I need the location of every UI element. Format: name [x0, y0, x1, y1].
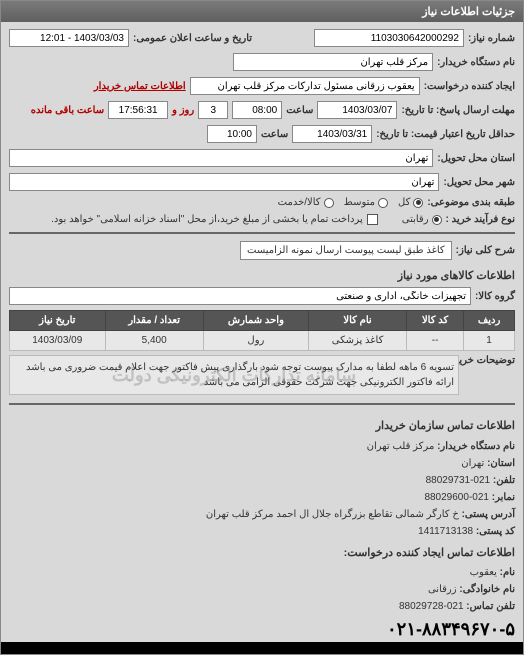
creator-contact-header: اطلاعات تماس ایجاد کننده درخواست:	[9, 544, 515, 563]
process-radio-label: رقابتی	[402, 214, 429, 225]
org-value: مرکز قلب تهران	[367, 441, 435, 452]
th-name: نام کالا	[309, 311, 407, 331]
separator-1	[9, 232, 515, 234]
family-value: زرقانی	[428, 584, 457, 595]
process-label: نوع فرآیند خرید :	[446, 214, 515, 225]
td-date: 1403/03/09	[10, 331, 106, 351]
validity-date-input[interactable]	[292, 125, 372, 143]
separator-2	[9, 403, 515, 405]
td-name: کاغذ پزشکی	[309, 331, 407, 351]
province-input[interactable]	[9, 149, 433, 167]
buyer-contact-link[interactable]: اطلاعات تماس خریدار	[94, 81, 186, 92]
buyer-label: نام دستگاه خریدار:	[437, 57, 515, 68]
name-value: یعقوب	[470, 567, 497, 578]
summary-box: کاغذ طبق لیست پیوست ارسال نمونه الزامیست	[240, 241, 452, 260]
cat-medium-label: متوسط	[344, 197, 375, 208]
days-remaining-input	[198, 101, 228, 119]
response-date-input[interactable]	[317, 101, 397, 119]
time-remaining-label: ساعت باقی مانده	[31, 105, 104, 116]
td-qty: 5,400	[105, 331, 203, 351]
ctel-value: 021-88029728	[399, 601, 464, 612]
post-label: کد پستی:	[476, 526, 515, 537]
buyer-input[interactable]	[233, 53, 433, 71]
cat-all-radio[interactable]: کل	[398, 197, 423, 208]
creator-label: ایجاد کننده درخواست:	[424, 81, 515, 92]
validity-label: حداقل تاریخ اعتبار قیمت: تا تاریخ:	[376, 129, 515, 140]
ctel-label: تلفن تماس:	[466, 601, 515, 612]
th-qty: تعداد / مقدار	[105, 311, 203, 331]
response-time-input[interactable]	[232, 101, 282, 119]
th-row: ردیف	[464, 311, 515, 331]
cat-medium-radio[interactable]: متوسط	[344, 197, 388, 208]
table-header-row: ردیف کد کالا نام کالا واحد شمارش تعداد /…	[10, 311, 515, 331]
items-table: ردیف کد کالا نام کالا واحد شمارش تعداد /…	[9, 310, 515, 351]
org-label: نام دستگاه خریدار:	[437, 441, 515, 452]
th-unit: واحد شمارش	[203, 311, 308, 331]
time-remaining-input	[108, 101, 168, 119]
addr-value: خ کارگر شمالی تقاطع بزرگراه جلال ال احمد…	[206, 509, 459, 520]
summary-label: شرح کلی نیاز:	[456, 245, 515, 256]
cat-goods-radio[interactable]: کالا/خدمت	[278, 197, 334, 208]
prov-value: تهران	[461, 458, 484, 469]
td-row: 1	[464, 331, 515, 351]
group-label: گروه کالا:	[475, 291, 515, 302]
announce-label: تاریخ و ساعت اعلان عمومی:	[133, 33, 252, 44]
bottom-band	[1, 642, 523, 654]
contact-header: اطلاعات تماس سازمان خریدار	[9, 417, 515, 436]
category-radio-group: کل متوسط کالا/خدمت	[278, 197, 424, 208]
td-unit: رول	[203, 331, 308, 351]
goods-header: اطلاعات کالاهای مورد نیاز	[9, 263, 515, 284]
city-input[interactable]	[9, 173, 439, 191]
desc-label: توضیحات خریدار:	[465, 355, 515, 366]
cat-goods-label: کالا/خدمت	[278, 197, 321, 208]
group-input[interactable]	[9, 287, 471, 305]
need-no-label: شماره نیاز:	[468, 33, 515, 44]
process-radio[interactable]: رقابتی	[402, 214, 442, 225]
th-date: تاریخ نیاز	[10, 311, 106, 331]
family-label: نام خانوادگی:	[459, 584, 515, 595]
process-note: پرداخت تمام یا بخشی از مبلغ خرید،از محل …	[51, 214, 363, 225]
td-code: --	[407, 331, 464, 351]
validity-time-input[interactable]	[207, 125, 257, 143]
table-row[interactable]: 1 -- کاغذ پزشکی رول 5,400 1403/03/09	[10, 331, 515, 351]
response-deadline-label: مهلت ارسال پاسخ: تا تاریخ:	[401, 105, 515, 116]
th-code: کد کالا	[407, 311, 464, 331]
need-no-input[interactable]	[314, 29, 464, 47]
prov-label: استان:	[487, 458, 515, 469]
city-label: شهر محل تحویل:	[443, 177, 515, 188]
contact-section: اطلاعات تماس سازمان خریدار نام دستگاه خر…	[1, 413, 523, 619]
panel-title: جزئیات اطلاعات نیاز	[1, 1, 523, 22]
time-label-1: ساعت	[286, 105, 313, 116]
days-remaining-label: روز و	[172, 105, 194, 116]
post-value: 1411713138	[418, 526, 473, 537]
fax-value: 021-88029600	[424, 492, 489, 503]
time-label-2: ساعت	[261, 129, 288, 140]
big-phone: ۰۲۱-۸۸۳۴۹۶۷۰-۵	[1, 619, 523, 642]
tel-label: تلفن:	[493, 475, 515, 486]
tel-value: 021-88029731	[426, 475, 491, 486]
creator-input[interactable]	[190, 77, 420, 95]
announce-input[interactable]	[9, 29, 129, 47]
category-label: طبقه بندی موضوعی:	[427, 197, 515, 208]
addr-label: آدرس پستی:	[462, 509, 515, 520]
treasury-checkbox[interactable]	[367, 214, 378, 225]
name-label: نام:	[500, 567, 515, 578]
province-label: استان محل تحویل:	[437, 153, 515, 164]
desc-text: تسویه 6 ماهه لطفا به مدارک پیوست توجه شو…	[9, 355, 459, 395]
fax-label: نمابر:	[492, 492, 515, 503]
details-panel: جزئیات اطلاعات نیاز شماره نیاز: تاریخ و …	[0, 0, 524, 655]
cat-all-label: کل	[398, 197, 410, 208]
form-section: شماره نیاز: تاریخ و ساعت اعلان عمومی: نا…	[1, 22, 523, 413]
